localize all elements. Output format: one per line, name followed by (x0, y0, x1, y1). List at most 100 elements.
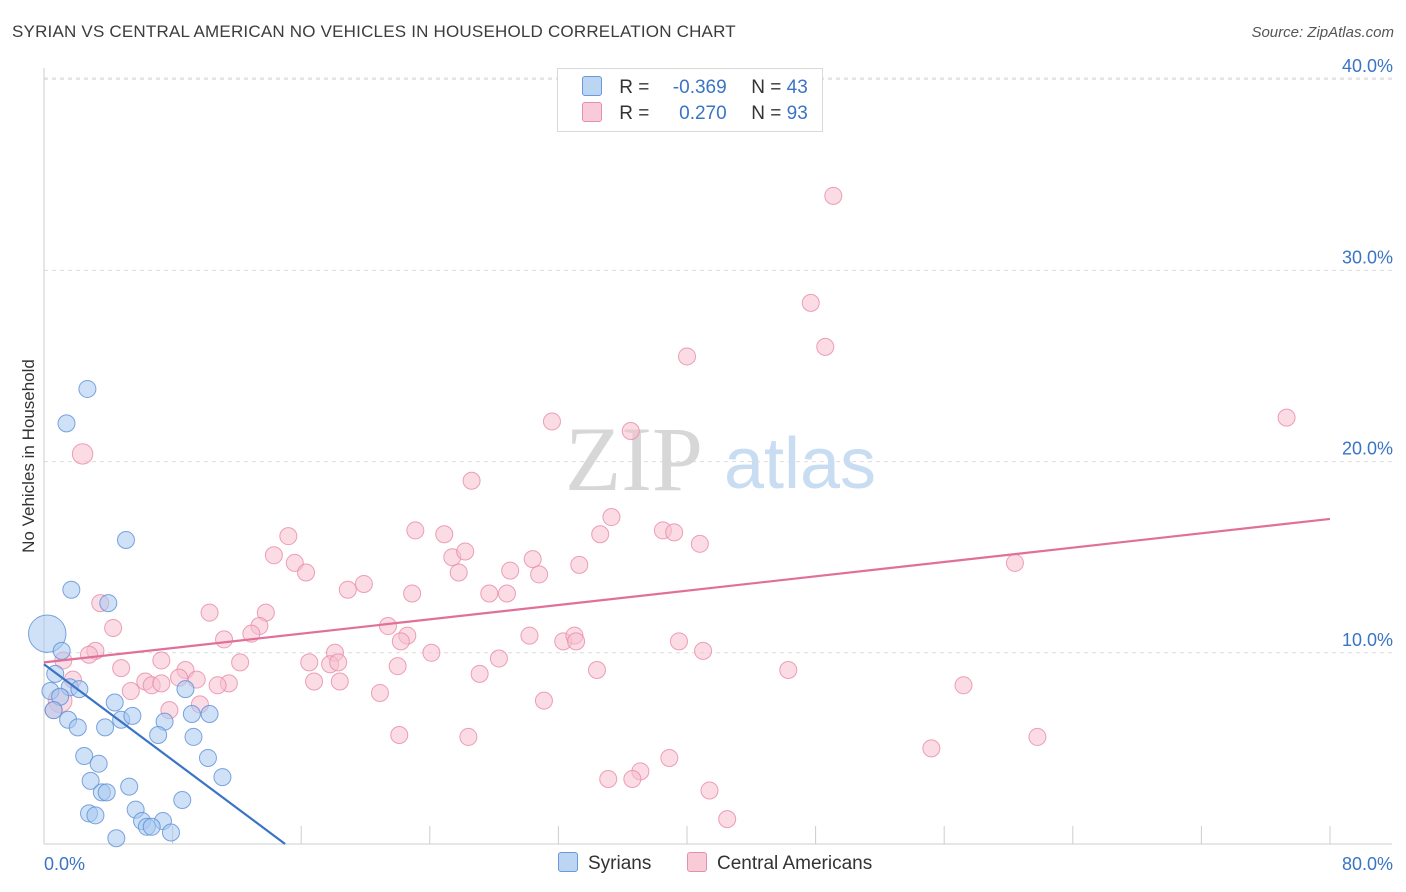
x-tick-label-min: 0.0% (44, 854, 85, 874)
legend-n-value: 43 (786, 77, 808, 98)
syrians-point (68, 718, 87, 737)
central-americans-point (121, 682, 140, 701)
legend-label-central-americans: Central Americans (717, 853, 873, 874)
syrians-point (44, 701, 63, 720)
legend-r-label: R = (619, 103, 650, 124)
central-americans-point (1028, 727, 1047, 746)
central-americans-point (390, 726, 409, 745)
watermark-atlas: atlas (724, 424, 876, 504)
central-americans-point (264, 546, 283, 565)
axes (43, 68, 1392, 845)
central-americans-point (779, 661, 798, 680)
central-americans-point (623, 769, 642, 788)
legend-row-syrians: R = -0.369 N = 43 (582, 76, 808, 100)
legend-row-central-americans: R = 0.270 N = 93 (582, 102, 808, 126)
central-americans-point (1005, 553, 1024, 572)
central-americans-point (449, 563, 468, 582)
central-americans-point (1277, 408, 1296, 427)
central-americans-point (354, 574, 373, 593)
central-americans-point (599, 769, 618, 788)
grid-lines (44, 77, 1392, 654)
central-americans-point (435, 525, 454, 544)
syrians-point (52, 641, 71, 660)
syrians-point (149, 726, 168, 745)
central-americans-point (152, 651, 171, 670)
syrians-point (173, 791, 192, 810)
central-americans-swatch (582, 102, 602, 122)
legend-n-value: 93 (786, 103, 808, 124)
central-americans-point (621, 422, 640, 441)
central-americans-point (665, 523, 684, 542)
central-americans-point (388, 657, 407, 676)
central-americans-point (489, 649, 508, 668)
central-americans-point (954, 676, 973, 695)
chart-title: SYRIAN VS CENTRAL AMERICAN NO VEHICLES I… (12, 22, 736, 41)
y-tick-label: 10.0% (1342, 630, 1393, 650)
central-americans-point (497, 584, 516, 603)
central-americans-point (690, 534, 709, 553)
central-americans-point (678, 347, 696, 366)
central-americans-point (231, 653, 250, 672)
central-americans-point (520, 626, 539, 645)
central-americans-point (470, 664, 489, 683)
central-americans-point (462, 471, 481, 490)
central-americans-point (305, 672, 324, 691)
legend-n-label: N = (751, 103, 782, 124)
central-americans-point (112, 659, 131, 678)
syrians-point (213, 768, 232, 787)
correlation-legend: R = -0.369 N = 43 R = 0.270 N = 93 (557, 68, 823, 132)
legend-item-syrians: Syrians (558, 852, 651, 875)
central-americans-point (523, 550, 542, 569)
central-americans-point (406, 521, 425, 540)
y-tick-label: 20.0% (1342, 439, 1393, 459)
y-tick-label: 30.0% (1342, 247, 1393, 267)
central-americans-point (329, 653, 348, 672)
central-americans-point (403, 584, 422, 603)
legend-n-label: N = (751, 77, 782, 98)
syrians-point (28, 614, 67, 653)
legend-r-value: -0.369 (672, 77, 727, 98)
central-americans-point (379, 617, 398, 636)
central-americans-point (602, 508, 621, 527)
central-americans-point (570, 555, 589, 574)
central-americans-point (700, 781, 719, 800)
central-americans-point (530, 565, 549, 584)
syrians-point (120, 777, 139, 796)
syrians-point (116, 530, 135, 549)
central-americans-point (71, 443, 94, 465)
syrians-point (161, 823, 180, 842)
central-americans-point (567, 632, 586, 651)
central-americans-point (215, 630, 234, 649)
central-americans-point (587, 661, 606, 680)
source-label: Source: ZipAtlas.com (1251, 24, 1394, 41)
central-americans-point (459, 727, 478, 746)
central-americans-point (370, 683, 389, 702)
syrians-point (107, 829, 126, 848)
legend-r-label: R = (619, 77, 650, 98)
syrians-point (96, 718, 115, 737)
syrians-points (28, 379, 232, 848)
axis-labels: 10.0% 20.0% 30.0% 40.0% 0.0% 80.0% No Vehicles… (19, 56, 1393, 874)
syrians-swatch (558, 852, 578, 872)
central-americans-point (300, 653, 319, 672)
central-americans-trend-line (43, 517, 1331, 664)
syrians-point (78, 379, 97, 398)
central-americans-point (338, 580, 357, 599)
syrians-point (89, 754, 108, 773)
syrians-point (123, 706, 142, 725)
central-americans-point (480, 584, 499, 603)
syrians-point (99, 594, 118, 613)
central-americans-point (801, 293, 820, 312)
syrians-point (198, 748, 217, 767)
central-americans-point (422, 643, 441, 662)
central-americans-point (591, 525, 610, 544)
syrians-point (62, 580, 81, 599)
syrians-point (184, 727, 203, 746)
syrians-point (105, 693, 124, 712)
central-americans-point (456, 542, 475, 561)
central-americans-swatch (687, 852, 707, 872)
y-tick-label: 40.0% (1342, 56, 1393, 76)
central-americans-point (279, 527, 298, 546)
syrians-point (81, 771, 100, 790)
